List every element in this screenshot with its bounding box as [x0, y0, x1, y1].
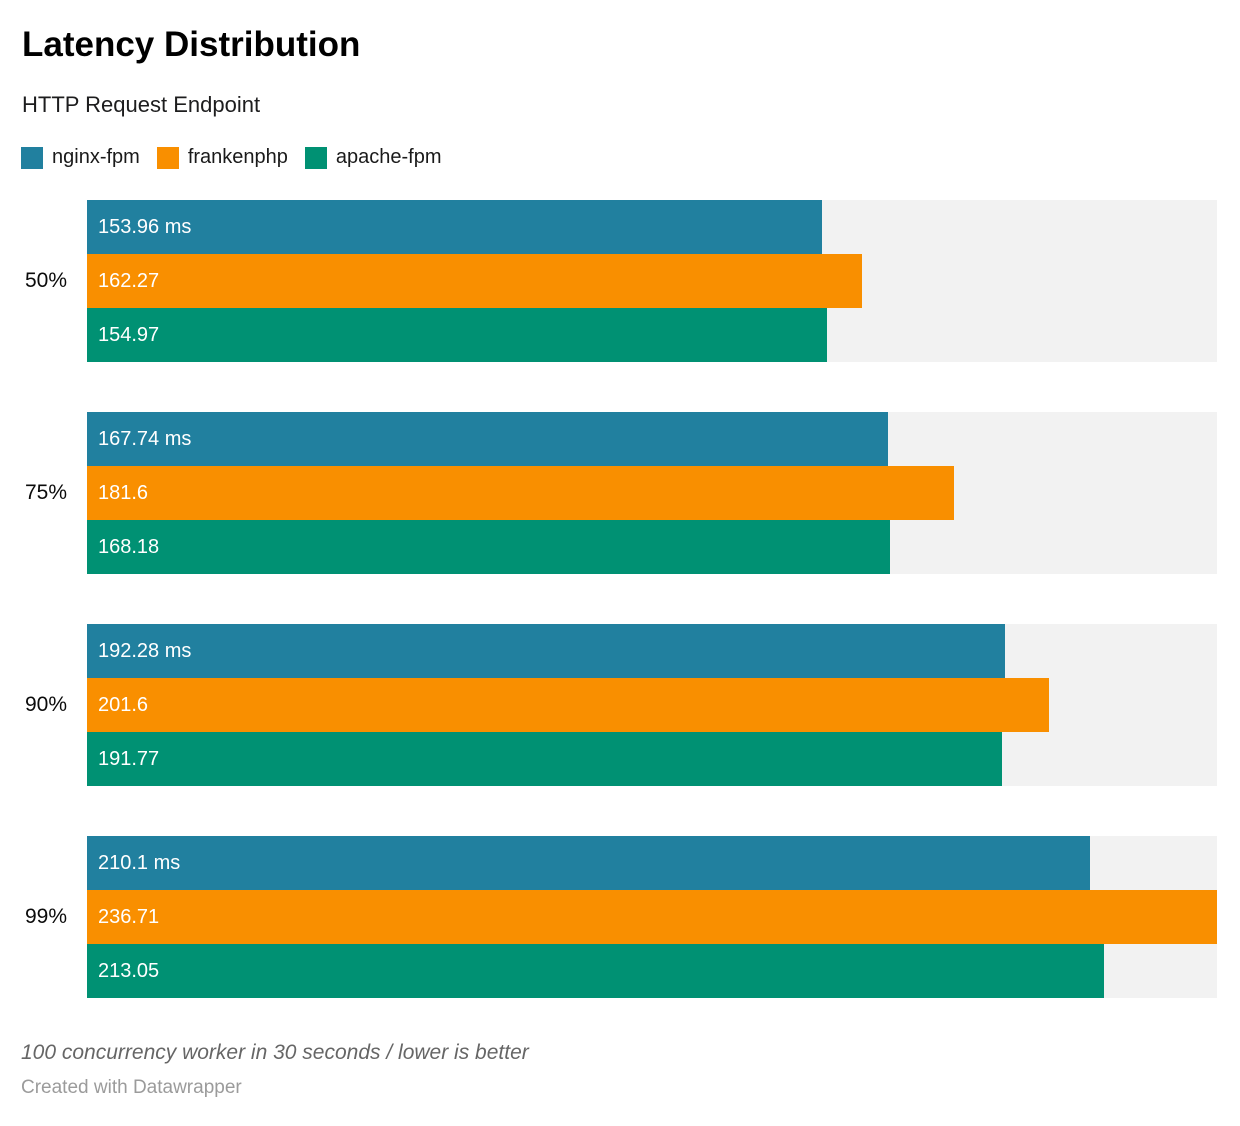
bar-frankenphp: 236.71	[87, 890, 1217, 944]
legend-label: apache-fpm	[335, 146, 442, 168]
legend-swatch-icon	[156, 146, 179, 169]
category-label: 99%	[24, 905, 67, 928]
legend-swatch-icon	[21, 146, 43, 169]
bar-value-label: 154.97	[98, 323, 160, 346]
bar-value-label: 167.74 ms	[98, 427, 192, 450]
bar-value-label: 162.27	[98, 269, 160, 292]
bar-nginx-fpm: 153.96 ms	[87, 200, 822, 254]
category-label: 75%	[24, 481, 67, 504]
bar-frankenphp: 181.6	[87, 466, 954, 520]
bar-group-75%: 75% 167.74 ms 181.6 168.18	[0, 412, 1240, 574]
bar-value-label: 210.1 ms	[98, 851, 181, 874]
datawrapper-attribution-link[interactable]: Created with Datawrapper	[21, 1077, 242, 1098]
legend-item-frankenphp: frankenphp	[156, 146, 288, 169]
bar-track: 167.74 ms 181.6 168.18	[87, 412, 1217, 574]
bar-value-label: 236.71	[98, 905, 160, 928]
bar-apache-fpm: 168.18	[87, 520, 890, 574]
legend-label: frankenphp	[187, 146, 288, 168]
bar-value-label: 181.6	[98, 481, 149, 504]
bar-chart: 50% 153.96 ms 162.27 154.97 75% 167.74 ms 181.…	[0, 200, 1240, 998]
chart-title: Latency Distribution	[22, 25, 361, 64]
bar-value-label: 213.05	[98, 959, 160, 982]
legend: nginx-fpm frankenphp apache-fpm	[21, 146, 1216, 169]
legend-swatch-icon	[304, 146, 327, 169]
chart-subtitle: HTTP Request Endpoint	[22, 92, 261, 117]
bar-value-label: 192.28 ms	[98, 639, 192, 662]
legend-item-apache-fpm: apache-fpm	[304, 146, 442, 169]
bar-nginx-fpm: 210.1 ms	[87, 836, 1090, 890]
legend-item-nginx-fpm: nginx-fpm	[21, 146, 140, 169]
legend-label: nginx-fpm	[52, 146, 140, 168]
bar-group-90%: 90% 192.28 ms 201.6 191.77	[0, 624, 1240, 786]
bar-track: 192.28 ms 201.6 191.77	[87, 624, 1217, 786]
bar-apache-fpm: 191.77	[87, 732, 1003, 786]
bar-group-50%: 50% 153.96 ms 162.27 154.97	[0, 200, 1240, 362]
bar-value-label: 153.96 ms	[98, 215, 192, 238]
bar-frankenphp: 162.27	[87, 254, 862, 308]
bar-value-label: 168.18	[98, 535, 160, 558]
bar-track: 153.96 ms 162.27 154.97	[87, 200, 1217, 362]
bar-apache-fpm: 154.97	[87, 308, 827, 362]
bar-value-label: 201.6	[98, 693, 149, 716]
chart-container: Latency Distribution HTTP Request Endpoi…	[0, 25, 1240, 1126]
bar-nginx-fpm: 192.28 ms	[87, 624, 1005, 678]
category-label: 50%	[24, 269, 67, 292]
category-label: 90%	[24, 693, 67, 716]
bar-track: 210.1 ms 236.71 213.05	[87, 836, 1217, 998]
bar-nginx-fpm: 167.74 ms	[87, 412, 888, 466]
chart-notes: 100 concurrency worker in 30 seconds / l…	[21, 1041, 529, 1064]
bar-frankenphp: 201.6	[87, 678, 1050, 732]
bar-group-99%: 99% 210.1 ms 236.71 213.05	[0, 836, 1240, 998]
bar-value-label: 191.77	[98, 747, 160, 770]
bar-apache-fpm: 213.05	[87, 944, 1105, 998]
